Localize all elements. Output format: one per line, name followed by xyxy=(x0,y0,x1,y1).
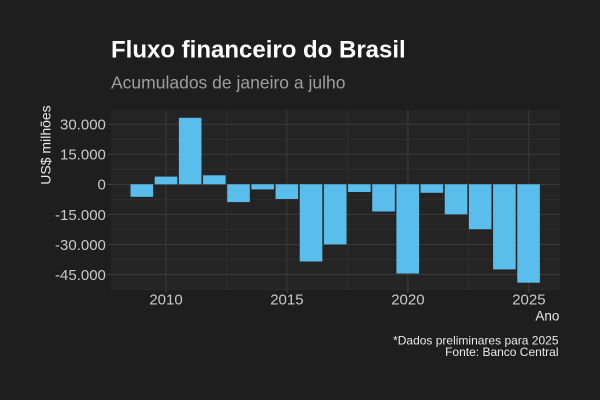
svg-text:2010: 2010 xyxy=(149,292,182,309)
svg-text:15.000: 15.000 xyxy=(60,147,106,164)
svg-text:Fonte: Banco Central: Fonte: Banco Central xyxy=(445,345,558,359)
svg-text:-30.000: -30.000 xyxy=(55,237,106,254)
svg-text:2015: 2015 xyxy=(270,292,303,309)
svg-text:-45.000: -45.000 xyxy=(55,267,106,284)
svg-text:2025: 2025 xyxy=(512,292,545,309)
svg-text:30.000: 30.000 xyxy=(60,117,106,134)
svg-text:Acumulados de janeiro a julho: Acumulados de janeiro a julho xyxy=(111,73,345,93)
svg-text:0: 0 xyxy=(98,177,106,194)
svg-text:*Dados preliminares para 2025: *Dados preliminares para 2025 xyxy=(393,334,559,348)
svg-text:US$ milhões: US$ milhões xyxy=(38,105,54,184)
svg-text:2020: 2020 xyxy=(391,292,424,309)
svg-text:-15.000: -15.000 xyxy=(55,207,106,224)
svg-text:Fluxo financeiro do Brasil: Fluxo financeiro do Brasil xyxy=(111,36,406,63)
svg-text:Ano: Ano xyxy=(535,309,559,324)
